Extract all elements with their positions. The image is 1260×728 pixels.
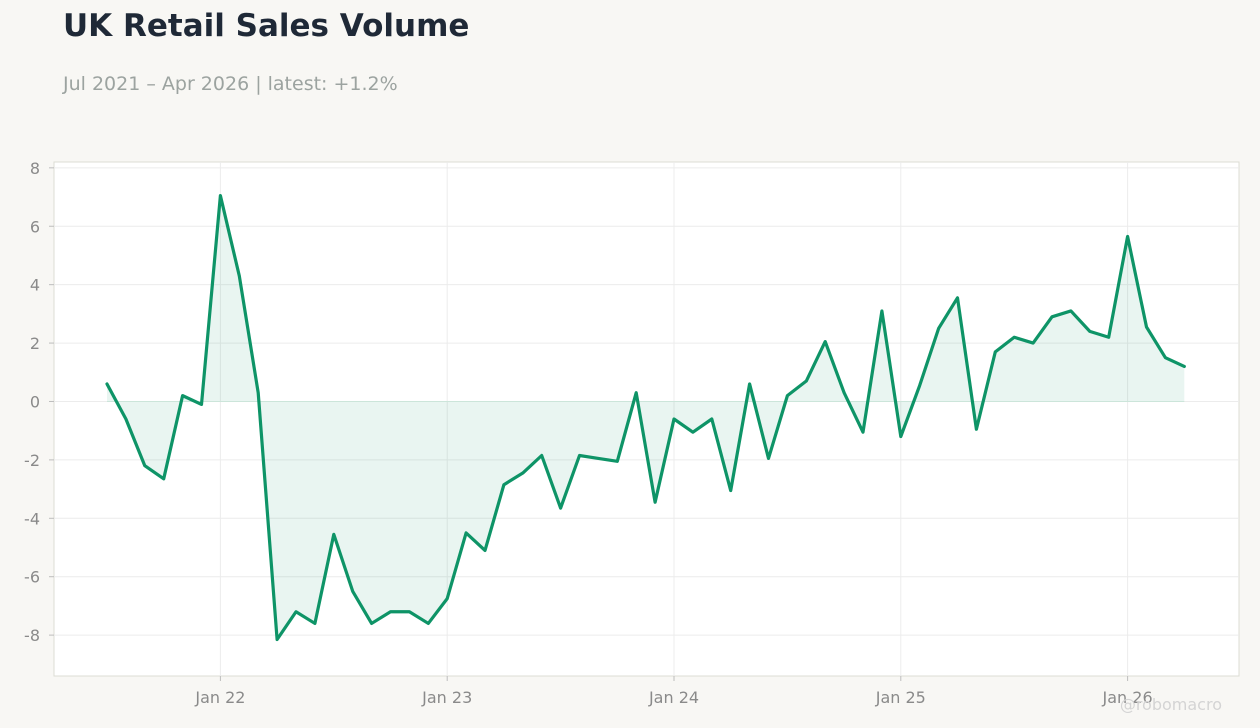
- data-point: [408, 610, 411, 613]
- data-point: [635, 391, 638, 394]
- chart-subtitle: Jul 2021 – Apr 2026 | latest: +1.2%: [63, 73, 398, 95]
- y-tick-label: 6: [30, 217, 40, 236]
- data-point: [918, 384, 921, 387]
- y-tick-label: -6: [24, 568, 40, 587]
- data-point: [899, 435, 902, 438]
- data-point: [1183, 365, 1186, 368]
- data-point: [294, 610, 297, 613]
- data-point: [219, 194, 222, 197]
- data-point: [861, 431, 864, 434]
- data-point: [313, 622, 316, 625]
- series-area: [107, 195, 1185, 640]
- data-point: [332, 533, 335, 536]
- data-point: [124, 417, 127, 420]
- data-point: [181, 394, 184, 397]
- data-point: [975, 428, 978, 431]
- y-tick-label: -8: [24, 626, 40, 645]
- series-line: [105, 193, 1186, 642]
- data-point: [956, 296, 959, 299]
- x-tick-label: Jan 24: [648, 688, 699, 707]
- data-point: [1145, 325, 1148, 328]
- y-tick-label: 2: [30, 334, 40, 353]
- data-point: [937, 327, 940, 330]
- data-point: [1032, 341, 1035, 344]
- data-point: [597, 457, 600, 460]
- data-point: [1126, 235, 1129, 238]
- data-point: [257, 391, 260, 394]
- data-point: [1088, 330, 1091, 333]
- watermark: @robomacro: [1119, 695, 1222, 714]
- chart-title: UK Retail Sales Volume: [63, 8, 470, 44]
- data-point: [200, 403, 203, 406]
- x-tick-label: Jan 22: [194, 688, 245, 707]
- data-point: [672, 417, 675, 420]
- data-point: [654, 501, 657, 504]
- data-point: [389, 610, 392, 613]
- data-point: [824, 340, 827, 343]
- data-point: [843, 391, 846, 394]
- data-point: [1107, 336, 1110, 339]
- data-point: [691, 431, 694, 434]
- x-tick-label: Jan 23: [421, 688, 472, 707]
- data-point: [1013, 336, 1016, 339]
- data-point: [540, 454, 543, 457]
- data-point: [767, 457, 770, 460]
- data-point: [276, 638, 279, 641]
- data-point: [238, 274, 241, 277]
- data-point: [1164, 356, 1167, 359]
- y-tick-label: -2: [24, 451, 40, 470]
- data-point: [483, 549, 486, 552]
- data-point: [105, 382, 108, 385]
- data-point: [1050, 315, 1053, 318]
- data-point: [786, 394, 789, 397]
- data-point: [465, 531, 468, 534]
- data-point: [502, 483, 505, 486]
- data-point: [578, 454, 581, 457]
- data-point: [805, 379, 808, 382]
- data-point: [616, 460, 619, 463]
- y-tick-label: 4: [30, 276, 40, 295]
- data-point: [521, 471, 524, 474]
- data-point: [446, 597, 449, 600]
- data-point: [143, 464, 146, 467]
- data-point: [748, 382, 751, 385]
- data-point: [162, 477, 165, 480]
- x-tick-label: Jan 25: [875, 688, 926, 707]
- data-point: [427, 622, 430, 625]
- y-tick-label: 0: [30, 392, 40, 411]
- data-point: [370, 622, 373, 625]
- y-tick-label: 8: [30, 159, 40, 178]
- x-tick-label: Jan 26: [1102, 688, 1153, 707]
- data-point: [880, 309, 883, 312]
- data-point: [351, 590, 354, 593]
- data-point: [1069, 309, 1072, 312]
- data-point: [994, 350, 997, 353]
- plot-area: [53, 161, 1240, 677]
- y-tick-label: -4: [24, 509, 40, 528]
- data-point: [559, 506, 562, 509]
- data-point: [710, 417, 713, 420]
- data-point: [729, 489, 732, 492]
